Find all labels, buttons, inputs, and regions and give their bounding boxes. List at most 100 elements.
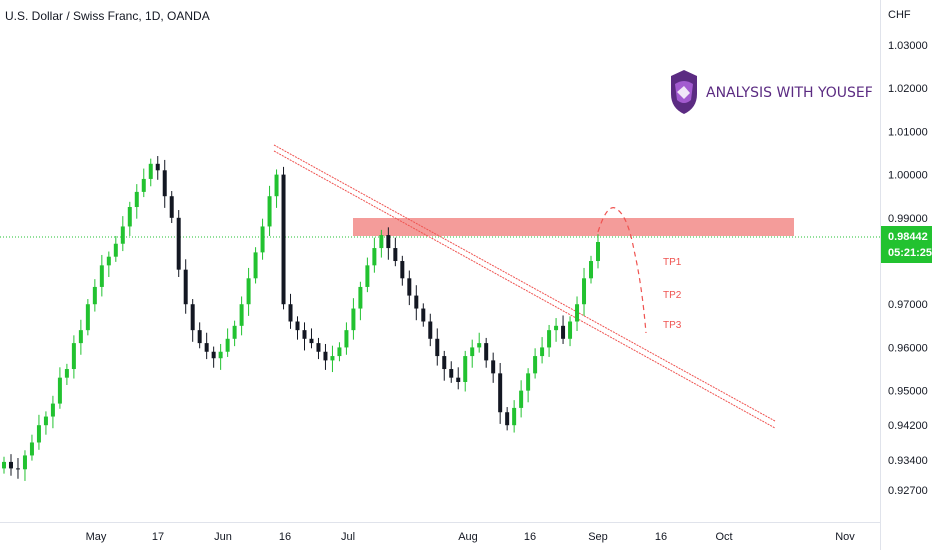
candle <box>372 237 377 273</box>
candle-body <box>463 356 468 382</box>
candle <box>141 168 146 198</box>
candle <box>92 279 97 312</box>
candle-body <box>316 343 321 352</box>
candle <box>260 218 265 260</box>
candle <box>253 247 258 284</box>
candle <box>309 328 314 349</box>
candle-body <box>232 325 237 339</box>
candle-body <box>120 226 125 244</box>
candle <box>71 335 76 379</box>
candle <box>302 322 307 351</box>
candle <box>64 363 69 386</box>
trendline-upper[interactable] <box>273 144 776 422</box>
tp1-label: TP1 <box>663 257 682 268</box>
candle <box>337 342 342 362</box>
candle <box>554 318 559 342</box>
candle-body <box>337 347 342 357</box>
candle-body <box>127 207 132 227</box>
candle <box>127 201 132 236</box>
candle <box>29 434 34 461</box>
price-tick-label: 0.96000 <box>888 342 928 354</box>
price-tick-label: 0.92700 <box>888 485 928 497</box>
candle-body <box>561 325 566 339</box>
candle-body <box>589 261 594 279</box>
candle-body <box>29 442 34 456</box>
candle <box>148 158 153 187</box>
candle-body <box>414 295 419 309</box>
candle-body <box>190 304 195 331</box>
time-axis[interactable]: May 17 Jun 16 Jul Aug 16 Sep 16 Oct Nov <box>86 531 856 543</box>
candle-body <box>575 304 580 322</box>
candle-body <box>449 369 454 378</box>
candle-body <box>71 343 76 370</box>
candle-body <box>456 377 461 382</box>
trendline-lower[interactable] <box>273 150 776 429</box>
candle-body <box>323 351 328 361</box>
candle <box>400 255 405 286</box>
candle-body <box>407 278 412 296</box>
candle-body <box>50 403 55 417</box>
candle-body <box>372 248 377 266</box>
time-tick-label: 17 <box>152 531 164 543</box>
candle <box>519 380 524 418</box>
time-tick-label: Jul <box>341 531 355 543</box>
tp3-label: TP3 <box>663 320 682 331</box>
candle-body <box>274 174 279 197</box>
candle-body <box>421 308 426 322</box>
candle <box>498 362 503 424</box>
candle <box>155 156 160 180</box>
price-tick-label: 1.03000 <box>888 40 928 52</box>
candle <box>344 322 349 355</box>
candle <box>470 339 475 368</box>
candle <box>561 315 566 344</box>
time-tick-label: 16 <box>524 531 536 543</box>
candle <box>295 316 300 340</box>
resistance-zone[interactable] <box>353 218 794 236</box>
candle-body <box>204 343 209 352</box>
price-tick-label: 0.95000 <box>888 386 928 398</box>
candle <box>582 267 587 316</box>
candle <box>274 169 279 208</box>
candle-body <box>85 304 90 331</box>
time-tick-label: Oct <box>715 531 732 543</box>
candle-body <box>554 325 559 331</box>
chart-title: U.S. Dollar / Swiss Franc, 1D, OANDA <box>5 9 210 23</box>
candle-body <box>470 347 475 357</box>
candle-body <box>505 412 510 426</box>
price-axis[interactable]: 1.03000 1.02000 1.01000 1.00000 0.99000 0.970… <box>888 40 928 497</box>
candle-body <box>148 163 153 179</box>
price-tick-label: 0.97000 <box>888 299 928 311</box>
time-tick-label: Sep <box>588 531 608 543</box>
candle-body <box>92 286 97 305</box>
candle-body <box>596 242 600 262</box>
candle <box>547 324 552 357</box>
last-price-badge: 0.98442 05:21:25 <box>881 226 932 263</box>
price-tick-label: 0.93400 <box>888 455 928 467</box>
candle-body <box>484 343 489 361</box>
candle-body <box>36 425 41 443</box>
candle <box>204 332 209 360</box>
candle <box>218 343 223 370</box>
candle-body <box>547 330 552 348</box>
candle-body <box>288 304 293 322</box>
brand-text: ANALYSIS WITH YOUSEF <box>706 85 873 101</box>
candle <box>477 332 482 353</box>
candle-body <box>260 226 265 253</box>
candle-body <box>526 373 531 391</box>
projection-path[interactable] <box>597 207 647 334</box>
candle <box>288 293 293 329</box>
candle-body <box>155 163 160 171</box>
candle <box>22 450 27 481</box>
candle <box>162 159 167 208</box>
candle <box>8 454 13 476</box>
price-tick-label: 0.99000 <box>888 213 928 225</box>
tp2-label: TP2 <box>663 290 682 301</box>
candle-body <box>106 256 111 266</box>
candle-body <box>253 252 258 279</box>
candle <box>575 296 580 332</box>
candle <box>421 303 426 327</box>
bull-shield-logo <box>671 70 697 114</box>
candle <box>316 337 321 360</box>
candle <box>176 210 181 278</box>
